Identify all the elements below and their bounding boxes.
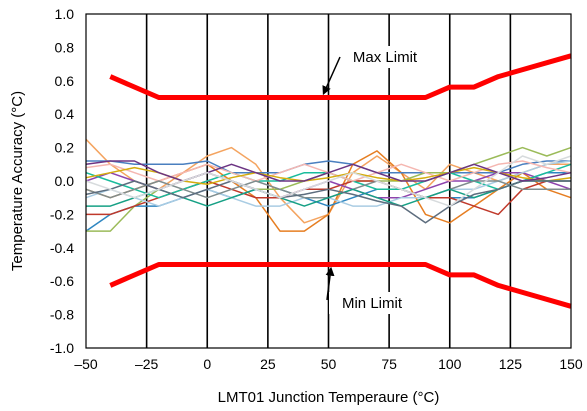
sample-line-16 [85,155,572,207]
min-limit-line [109,262,572,309]
y-tick-labels: -1.0 -0.8 -0.6 -0.4 -0.2 0.0 0.2 0.4 0.6 0.8 1.0 [50,6,74,356]
max-limit-line [109,53,572,100]
y-tick-label: 0.2 [55,140,75,156]
y-tick-label: -0.8 [50,307,74,323]
x-tick-label: 150 [559,356,583,372]
y-tick-label: 0.4 [55,106,75,122]
annotation-box [342,46,428,68]
y-tick-label: -0.2 [50,206,74,222]
x-tick-label: 75 [381,356,397,372]
x-tick-label: 0 [203,356,211,372]
y-tick-label: 0.0 [55,173,75,189]
y-tick-label: -0.4 [50,240,74,256]
y-tick-label: -1.0 [50,340,74,356]
y-tick-label: 1.0 [55,6,75,22]
x-tick-labels: –50 –25 0 25 50 75 100 125 150 [74,356,583,372]
y-tick-label: 0.8 [55,39,75,55]
annotation-label: Min Limit [342,295,403,312]
x-tick-label: –50 [74,356,98,372]
annotation-arrow [322,56,341,96]
sample-line-14 [85,180,571,224]
sample-line-3 [86,160,571,174]
annotations: Max Limit Min Limit [322,46,428,314]
x-tick-label: 100 [438,356,462,372]
y-tick-label: -0.6 [50,273,74,289]
sample-line-15 [85,160,572,182]
x-tick-label: 50 [321,356,337,372]
sample-series [85,138,572,232]
x-tick-label: 25 [260,356,276,372]
limit-series [109,53,572,309]
plot-frame [85,13,572,349]
annotation-box [329,292,415,314]
max-limit-annotation: Max Limit [322,46,428,96]
annotation-label: Max Limit [353,49,418,66]
x-axis-label: LMT01 Junction Temperaure (°C) [218,389,440,406]
y-tick-label: 0.6 [55,73,75,89]
annotation-arrow [325,266,335,301]
x-tick-label: –25 [135,356,159,372]
y-axis-label: Temperature Accuracy (°C) [9,91,26,271]
min-limit-annotation: Min Limit [325,266,415,314]
x-tick-label: 125 [499,356,523,372]
